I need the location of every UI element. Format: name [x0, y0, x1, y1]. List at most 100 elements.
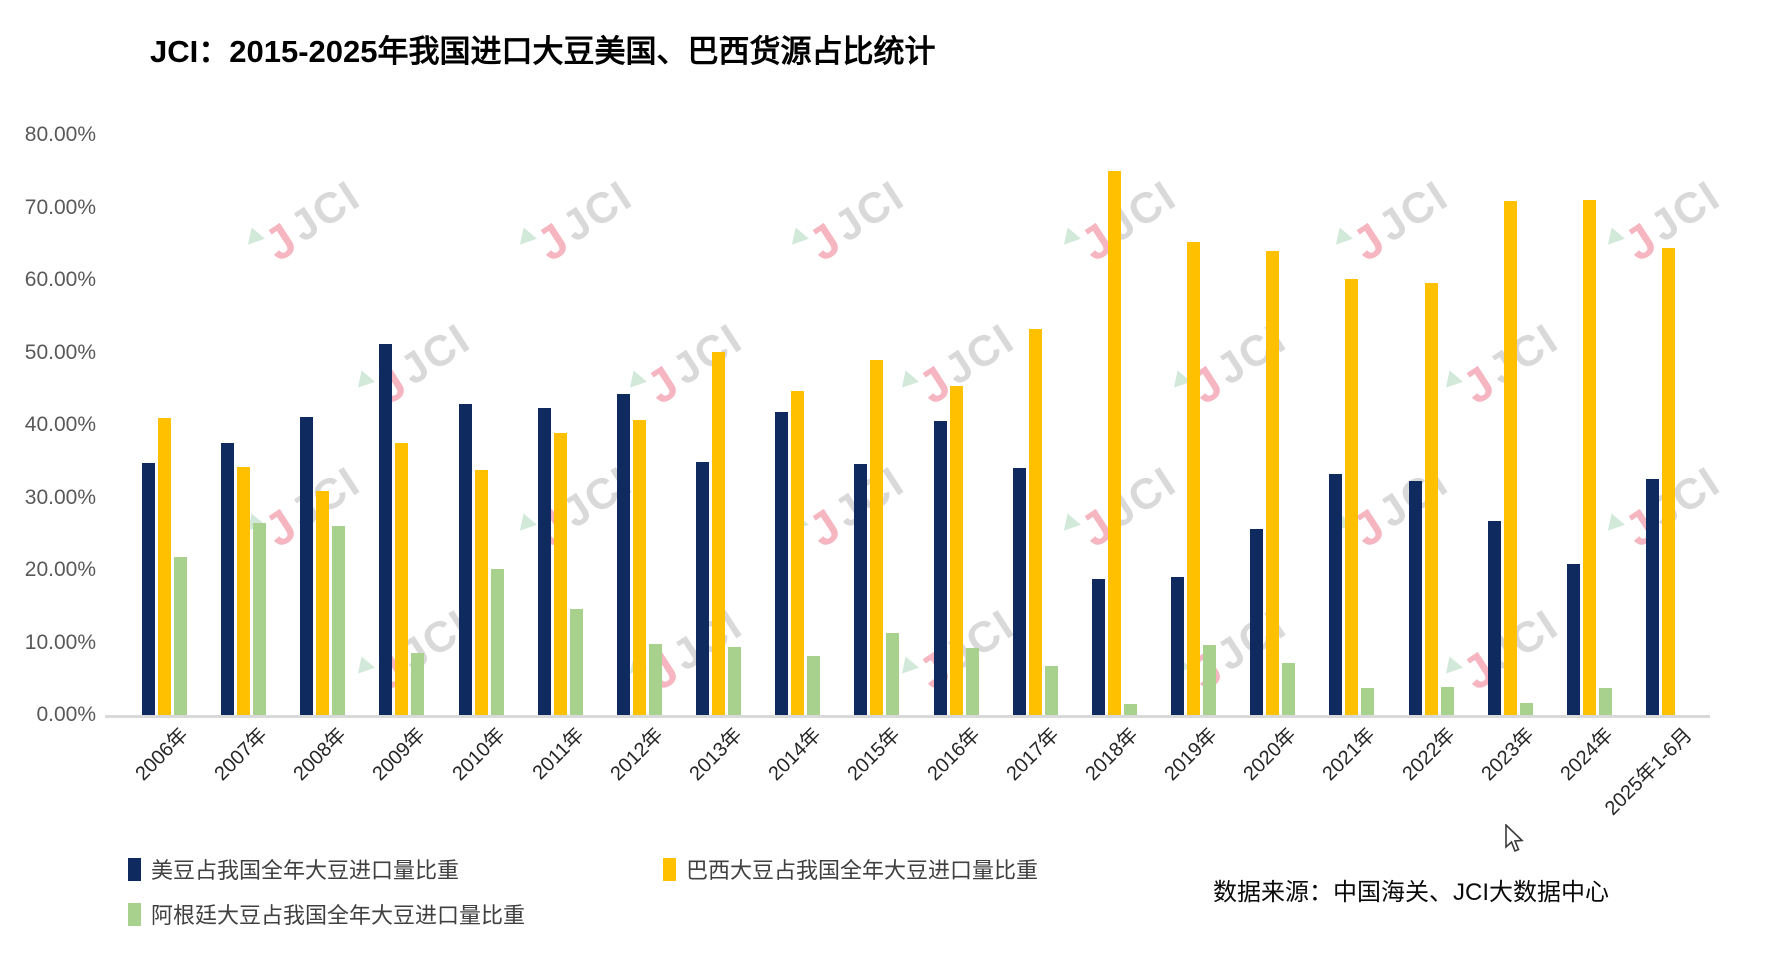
bar-group: [1566, 135, 1612, 715]
bar-group: [1329, 135, 1375, 715]
bar: [1440, 686, 1454, 715]
bar: [728, 646, 742, 715]
bar: [791, 390, 805, 715]
y-axis-tick-label: 40.00%: [24, 413, 96, 436]
bar: [1012, 467, 1026, 715]
bar-group: [221, 135, 267, 715]
legend-label-us: 美豆占我国全年大豆进口量比重: [151, 858, 460, 883]
bar: [1662, 248, 1676, 715]
bar-group: [616, 135, 662, 715]
bar: [474, 470, 488, 715]
bar-group: [775, 135, 821, 715]
bar-group: [537, 135, 583, 715]
bar-group: [1487, 135, 1533, 715]
y-axis-tick-label: 20.00%: [24, 558, 96, 581]
bar: [854, 464, 868, 715]
bar-group: [1171, 135, 1217, 715]
legend-marker-argentina: [128, 902, 141, 926]
legend-item-argentina: 阿根廷大豆占我国全年大豆进口量比重: [128, 898, 525, 930]
bar: [949, 385, 963, 715]
y-axis-tick-label: 60.00%: [24, 268, 96, 291]
bar: [1361, 687, 1375, 715]
y-axis-tick-label: 30.00%: [24, 485, 96, 509]
bar-group: [142, 135, 187, 715]
bar: [1519, 702, 1533, 715]
legend-label-argentina: 阿根廷大豆占我国全年大豆进口量比重: [151, 903, 526, 928]
bar: [1091, 579, 1105, 715]
bar: [696, 462, 710, 715]
bar: [1487, 521, 1501, 715]
bar: [142, 462, 155, 715]
bar: [395, 443, 409, 715]
bar-group: [379, 135, 425, 715]
y-axis-tick-label: 0.00%: [36, 703, 96, 726]
bar: [1503, 201, 1517, 715]
bar: [648, 643, 662, 715]
bar: [490, 568, 504, 715]
y-axis-tick-label: 70.00%: [24, 195, 96, 219]
bar-group: [1250, 135, 1296, 715]
bar: [332, 525, 346, 715]
bar: [1107, 170, 1121, 715]
bar: [775, 412, 789, 715]
y-axis-tick-label: 10.00%: [24, 630, 96, 654]
bar: [300, 417, 314, 715]
bar: [458, 404, 472, 715]
bar: [712, 351, 726, 715]
bar: [158, 417, 171, 715]
legend-item-us: 美豆占我国全年大豆进口量比重: [128, 853, 459, 885]
plot-area: [105, 135, 1710, 718]
bar: [1345, 279, 1359, 715]
bar: [965, 648, 979, 715]
bar: [253, 522, 267, 715]
bar: [569, 609, 583, 715]
y-axis-tick-label: 80.00%: [24, 123, 96, 146]
bar: [886, 633, 900, 715]
bar: [1044, 665, 1058, 715]
mouse-cursor-icon: [1505, 824, 1524, 853]
bar-group: [1646, 135, 1691, 715]
bar: [933, 420, 947, 715]
data-source-note: 数据来源：中国海关、JCI大数据中心: [1213, 879, 1609, 906]
bar: [379, 343, 393, 715]
bar: [1028, 328, 1042, 715]
bar-group: [854, 135, 900, 715]
bar: [1250, 528, 1264, 715]
bar: [1646, 478, 1660, 715]
bar-group: [696, 135, 742, 715]
y-axis-tick-label: 50.00%: [24, 340, 96, 364]
bar-group: [1012, 135, 1058, 715]
bar: [537, 408, 551, 715]
bar: [411, 652, 425, 715]
bar-group: [300, 135, 346, 715]
legend-marker-brazil: [663, 857, 676, 881]
chart-title: JCI：2015-2025年我国进口大豆美国、巴西货源占比统计: [150, 34, 936, 69]
bar: [1171, 577, 1185, 715]
bar: [174, 556, 187, 715]
bar: [632, 419, 646, 715]
bar: [807, 656, 821, 715]
bar-group: [933, 135, 979, 715]
legend-marker-us: [128, 857, 141, 881]
bar: [553, 433, 567, 715]
bar-group: [1408, 135, 1454, 715]
bar: [1408, 480, 1422, 715]
legend-item-brazil: 巴西大豆占我国全年大豆进口量比重: [663, 853, 1038, 885]
bar: [1282, 662, 1296, 715]
bar: [1329, 474, 1343, 715]
bar: [1582, 199, 1596, 715]
bar: [1598, 687, 1612, 715]
bar: [1203, 645, 1217, 715]
bar: [237, 467, 251, 715]
bar: [870, 359, 884, 715]
bar: [1424, 282, 1438, 715]
bar-group: [1091, 135, 1137, 715]
bar: [221, 443, 235, 715]
bar: [616, 393, 630, 715]
bar: [1187, 242, 1201, 715]
bar: [1266, 251, 1280, 715]
bar: [1566, 563, 1580, 715]
legend-label-brazil: 巴西大豆占我国全年大豆进口量比重: [686, 858, 1039, 883]
bar-group: [458, 135, 504, 715]
bar: [1123, 704, 1137, 715]
